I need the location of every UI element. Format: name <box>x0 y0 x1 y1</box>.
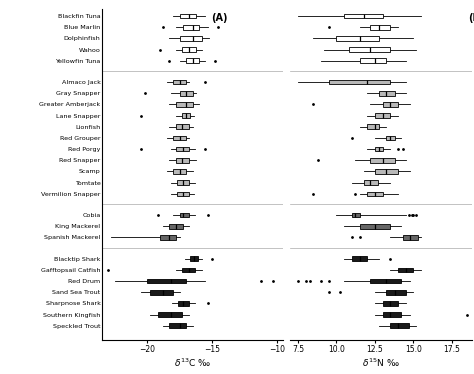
Bar <box>176 125 189 129</box>
Bar <box>349 47 390 52</box>
Bar <box>383 102 398 107</box>
Bar <box>375 169 398 174</box>
Bar <box>344 14 383 18</box>
Bar <box>157 312 182 317</box>
Bar <box>183 25 199 30</box>
Bar <box>383 301 398 306</box>
Bar <box>160 235 176 240</box>
Bar <box>177 191 189 196</box>
Bar <box>375 147 383 151</box>
Bar <box>398 267 413 272</box>
Bar <box>390 324 409 328</box>
Bar <box>180 213 189 217</box>
Bar <box>182 267 195 272</box>
Bar <box>180 14 196 18</box>
Bar <box>182 47 196 52</box>
X-axis label: $\delta^{13}$C ‰: $\delta^{13}$C ‰ <box>174 356 211 369</box>
Bar <box>173 80 186 85</box>
Bar <box>370 158 395 163</box>
Bar <box>352 256 367 261</box>
Bar <box>367 191 383 196</box>
Text: (A): (A) <box>210 13 227 23</box>
Bar <box>367 125 380 129</box>
X-axis label: $\delta^{15}$N ‰: $\delta^{15}$N ‰ <box>362 356 400 369</box>
Bar <box>380 91 395 96</box>
Bar <box>386 290 406 295</box>
Bar <box>147 279 186 283</box>
Bar <box>176 158 189 163</box>
Text: (B): (B) <box>468 13 474 23</box>
Bar <box>359 58 386 63</box>
Bar <box>329 80 390 85</box>
Bar <box>370 25 390 30</box>
Bar <box>180 36 201 41</box>
Bar <box>173 136 186 140</box>
Bar <box>190 256 198 261</box>
Bar <box>364 180 378 185</box>
Bar <box>375 113 390 118</box>
Bar <box>180 91 192 96</box>
Bar <box>402 235 418 240</box>
Bar <box>173 169 186 174</box>
Bar <box>352 213 359 217</box>
Bar <box>386 136 395 140</box>
Bar <box>337 36 380 41</box>
Bar <box>370 279 401 283</box>
Bar <box>169 224 183 229</box>
Bar <box>178 301 189 306</box>
Bar <box>169 324 186 328</box>
Bar <box>177 180 189 185</box>
Bar <box>150 290 173 295</box>
Bar <box>176 147 189 151</box>
Bar <box>182 113 190 118</box>
Bar <box>186 58 199 63</box>
Bar <box>176 102 192 107</box>
Bar <box>359 224 390 229</box>
Bar <box>383 312 401 317</box>
